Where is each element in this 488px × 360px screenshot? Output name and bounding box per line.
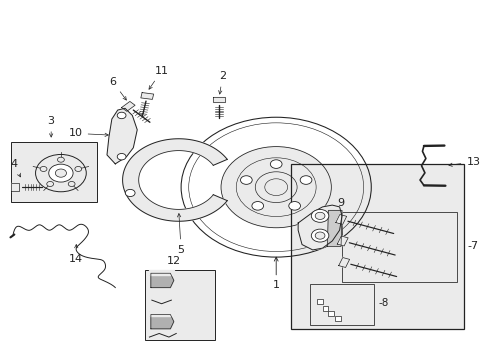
Text: 13: 13 xyxy=(448,157,479,167)
Polygon shape xyxy=(335,215,346,224)
Circle shape xyxy=(221,147,331,228)
Text: 6: 6 xyxy=(109,77,126,100)
Text: 2: 2 xyxy=(218,71,225,94)
Polygon shape xyxy=(327,211,341,246)
Polygon shape xyxy=(122,139,227,221)
Bar xyxy=(316,299,322,304)
Circle shape xyxy=(270,160,282,168)
Polygon shape xyxy=(338,257,349,267)
Bar xyxy=(328,311,333,316)
Circle shape xyxy=(117,153,126,160)
Bar xyxy=(322,306,328,311)
Text: 9: 9 xyxy=(336,198,344,208)
Circle shape xyxy=(240,176,252,184)
Polygon shape xyxy=(122,102,135,111)
Circle shape xyxy=(288,202,300,210)
Polygon shape xyxy=(149,311,173,316)
Polygon shape xyxy=(298,205,341,250)
Polygon shape xyxy=(149,270,173,275)
Bar xyxy=(290,164,463,329)
Circle shape xyxy=(68,181,75,186)
Circle shape xyxy=(40,166,47,171)
Bar xyxy=(341,212,456,282)
Text: -8: -8 xyxy=(378,298,388,307)
Bar xyxy=(310,284,373,325)
Circle shape xyxy=(117,112,126,119)
Polygon shape xyxy=(107,108,137,164)
Circle shape xyxy=(125,189,135,197)
Circle shape xyxy=(311,229,328,242)
Text: 11: 11 xyxy=(149,66,168,89)
Text: 14: 14 xyxy=(69,244,83,264)
Circle shape xyxy=(300,176,311,184)
Circle shape xyxy=(251,202,263,210)
Polygon shape xyxy=(151,315,173,329)
Polygon shape xyxy=(213,97,224,102)
Text: -7: -7 xyxy=(467,241,478,251)
Circle shape xyxy=(315,232,325,239)
Text: 10: 10 xyxy=(68,129,108,138)
Circle shape xyxy=(58,157,64,162)
Circle shape xyxy=(36,154,86,192)
Polygon shape xyxy=(337,236,347,246)
Bar xyxy=(144,270,215,339)
Text: 12: 12 xyxy=(167,256,181,266)
Circle shape xyxy=(55,169,66,177)
Bar xyxy=(334,316,340,320)
Circle shape xyxy=(49,164,73,182)
Bar xyxy=(11,142,97,202)
Circle shape xyxy=(315,212,325,220)
Circle shape xyxy=(181,117,370,257)
Text: 4: 4 xyxy=(10,159,20,177)
Polygon shape xyxy=(151,273,173,288)
Polygon shape xyxy=(11,183,19,192)
Text: 1: 1 xyxy=(272,257,279,291)
Circle shape xyxy=(47,181,54,186)
Circle shape xyxy=(311,210,328,222)
Text: 5: 5 xyxy=(177,213,184,255)
Text: 3: 3 xyxy=(47,116,55,137)
Polygon shape xyxy=(141,93,153,99)
Circle shape xyxy=(75,166,81,171)
